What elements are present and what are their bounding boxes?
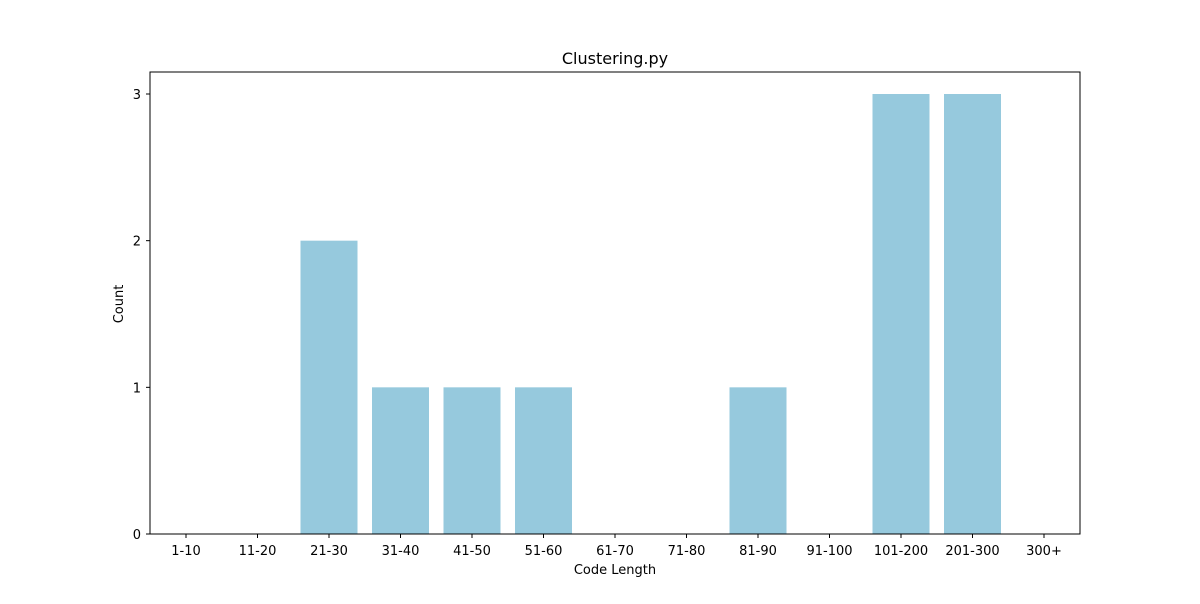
x-tick-label: 91-100 (806, 544, 852, 559)
plot-frame (149, 71, 1081, 535)
x-tick-label: 41-50 (453, 544, 491, 559)
bar-51-60 (515, 387, 572, 534)
bars-layer (300, 94, 1001, 534)
bar-201-300 (944, 94, 1001, 534)
x-tick-label: 51-60 (525, 544, 563, 559)
x-tick-label: 101-200 (874, 544, 928, 559)
x-axis-label: Code Length (574, 563, 656, 578)
x-tick-label: 11-20 (239, 544, 277, 559)
x-tick-label: 201-300 (945, 544, 999, 559)
x-tick-label: 61-70 (596, 544, 634, 559)
bar-101-200 (872, 94, 930, 534)
x-ticks-layer: 1-10 11-20 21-30 31-40 41-50 51-60 61-70 71-80 8… (171, 534, 1062, 559)
chart-title: Clustering.py (562, 49, 668, 68)
bar-41-50 (443, 387, 501, 534)
y-ticks-layer: 0 1 2 3 (133, 88, 150, 543)
y-tick-label: 3 (133, 88, 141, 103)
y-axis-label: Count (112, 285, 127, 324)
bar-31-40 (372, 387, 429, 534)
x-tick-label: 71-80 (668, 544, 706, 559)
x-tick-label: 21-30 (310, 544, 348, 559)
y-tick-label: 1 (133, 381, 141, 396)
y-tick-label: 0 (133, 528, 141, 543)
bar-81-90 (729, 387, 787, 534)
x-tick-label: 81-90 (739, 544, 777, 559)
bar-21-30 (300, 240, 358, 534)
y-tick-label: 2 (133, 235, 141, 250)
x-tick-label: 1-10 (171, 544, 201, 559)
x-tick-label: 300+ (1026, 544, 1062, 559)
x-tick-label: 31-40 (382, 544, 420, 559)
